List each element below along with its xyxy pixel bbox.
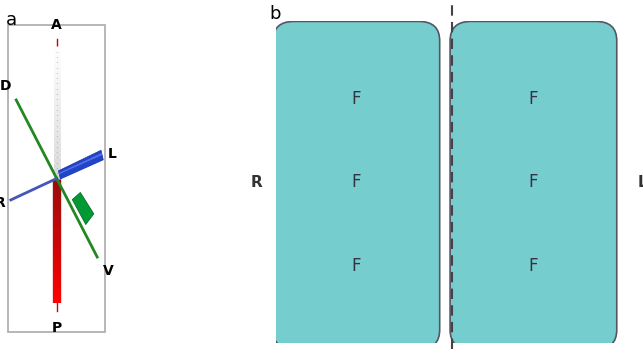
Polygon shape — [72, 192, 94, 225]
Text: L: L — [638, 175, 643, 190]
FancyBboxPatch shape — [273, 21, 440, 349]
Text: L: L — [108, 146, 117, 161]
Text: P: P — [51, 321, 62, 335]
Text: V: V — [103, 264, 113, 278]
Text: A: A — [51, 18, 62, 32]
Text: F: F — [352, 173, 361, 191]
Polygon shape — [59, 150, 104, 179]
Text: F: F — [529, 257, 538, 275]
Text: b: b — [269, 5, 281, 23]
Text: F: F — [352, 90, 361, 107]
Text: F: F — [352, 257, 361, 275]
FancyBboxPatch shape — [450, 21, 617, 349]
Text: D: D — [0, 79, 11, 93]
Text: a: a — [5, 11, 17, 29]
Text: F: F — [529, 173, 538, 191]
FancyBboxPatch shape — [8, 25, 105, 332]
Text: R: R — [0, 196, 5, 211]
Polygon shape — [59, 153, 102, 174]
Text: R: R — [251, 175, 262, 190]
Text: F: F — [529, 90, 538, 107]
